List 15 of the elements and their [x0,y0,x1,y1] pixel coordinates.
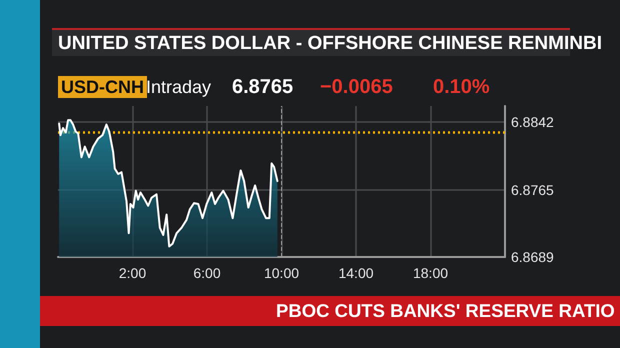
x-tick-label: 14:00 [338,265,374,281]
text: −0.0065 [320,76,393,98]
x-tick-label: 18:00 [412,265,448,281]
text: PBOC CUTS BANKS' RESERVE RATIO [276,299,615,323]
y-tick-label: 6.8765 [511,182,554,198]
y-tick-label: 6.8689 [511,249,554,265]
text: USD-CNH [58,76,147,98]
x-tick-label: 10:00 [264,265,300,281]
x-tick-label: 2:00 [118,265,146,281]
text: 6.8765 [232,76,294,98]
text: 0.10% [433,76,490,98]
chart-title: UNITED STATES DOLLAR - OFFSHORE CHINESE RENMINBI [57,32,602,56]
x-tick-label: 6:00 [193,265,221,281]
y-tick-label: 6.8842 [511,114,554,130]
text: Intraday [146,76,212,98]
